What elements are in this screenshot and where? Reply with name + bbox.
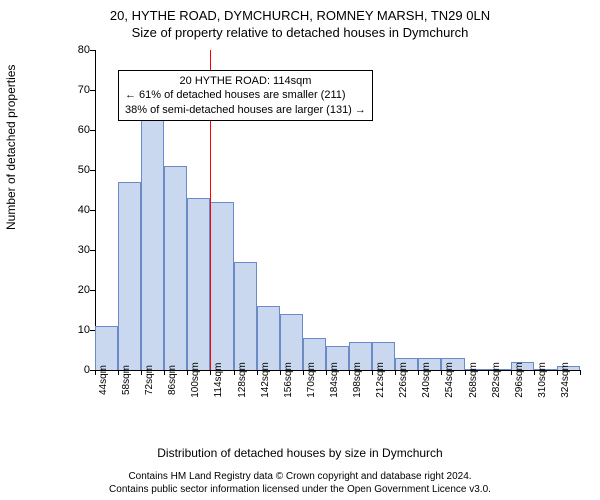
x-tick-mark [465,370,466,375]
x-tick-label: 212sqm [375,362,386,398]
x-tick-mark [511,370,512,375]
x-axis-label: Distribution of detached houses by size … [0,446,600,460]
y-tick-label: 0 [56,364,90,376]
x-tick-mark [164,370,165,375]
x-tick-label: 114sqm [213,363,224,398]
x-tick-label: 86sqm [167,365,178,395]
annotation-box: 20 HYTHE ROAD: 114sqm ← 61% of detached … [118,70,373,121]
x-tick-label: 310sqm [537,362,548,398]
y-tick-label: 50 [56,164,90,176]
y-tick-mark [90,130,95,131]
y-tick-mark [90,330,95,331]
x-tick-mark [118,370,119,375]
histogram-bar [257,306,280,370]
histogram-bar [141,102,164,370]
x-tick-mark [303,370,304,375]
y-tick-mark [90,170,95,171]
histogram-bar [234,262,257,370]
x-tick-label: 198sqm [352,362,363,398]
y-tick-mark [90,290,95,291]
footer-line2: Contains public sector information licen… [0,484,600,497]
y-tick-label: 30 [56,244,90,256]
y-tick-label: 70 [56,84,90,96]
x-tick-label: 142sqm [260,362,271,398]
x-tick-label: 156sqm [283,362,294,398]
x-tick-mark [349,370,350,375]
x-tick-label: 170sqm [306,362,317,398]
histogram-bar [95,326,118,370]
footer-line1: Contains HM Land Registry data © Crown c… [0,471,600,484]
x-tick-label: 58sqm [121,365,132,395]
x-tick-mark [557,370,558,375]
y-axis-label: Number of detached properties [4,65,18,230]
x-tick-label: 254sqm [444,362,455,398]
x-tick-mark [418,370,419,375]
x-tick-mark [441,370,442,375]
x-tick-label: 240sqm [421,362,432,398]
page-subtitle: Size of property relative to detached ho… [0,25,600,40]
x-tick-label: 128sqm [237,362,248,398]
x-tick-mark [210,370,211,375]
y-tick-mark [90,90,95,91]
histogram-bar [187,198,210,370]
annotation-line3: 38% of semi-detached houses are larger (… [125,103,366,117]
x-tick-label: 268sqm [468,362,479,398]
x-tick-mark [580,370,581,375]
x-tick-mark [534,370,535,375]
x-tick-mark [257,370,258,375]
y-tick-mark [90,210,95,211]
x-tick-mark [372,370,373,375]
x-tick-label: 324sqm [560,362,571,398]
x-tick-label: 44sqm [98,365,109,395]
y-tick-label: 10 [56,324,90,336]
y-tick-label: 80 [56,44,90,56]
title-block: 20, HYTHE ROAD, DYMCHURCH, ROMNEY MARSH,… [0,0,600,40]
histogram-bar [210,202,233,370]
x-tick-mark [187,370,188,375]
histogram-bar [118,182,141,370]
page-title: 20, HYTHE ROAD, DYMCHURCH, ROMNEY MARSH,… [0,8,600,23]
x-tick-mark [95,370,96,375]
histogram-bar [164,166,187,370]
annotation-line1: 20 HYTHE ROAD: 114sqm [125,74,366,88]
x-tick-mark [395,370,396,375]
x-tick-label: 184sqm [329,362,340,398]
x-tick-mark [234,370,235,375]
x-tick-label: 296sqm [514,362,525,398]
y-tick-mark [90,50,95,51]
x-tick-mark [141,370,142,375]
x-tick-label: 226sqm [398,362,409,398]
y-tick-mark [90,250,95,251]
y-tick-label: 40 [56,204,90,216]
x-tick-mark [326,370,327,375]
x-tick-mark [280,370,281,375]
x-tick-label: 72sqm [144,365,155,395]
y-tick-label: 20 [56,284,90,296]
y-tick-label: 60 [56,124,90,136]
x-tick-label: 282sqm [491,362,502,398]
annotation-line2: ← 61% of detached houses are smaller (21… [125,88,366,102]
x-tick-label: 100sqm [190,362,201,398]
x-tick-mark [488,370,489,375]
footer: Contains HM Land Registry data © Crown c… [0,471,600,496]
